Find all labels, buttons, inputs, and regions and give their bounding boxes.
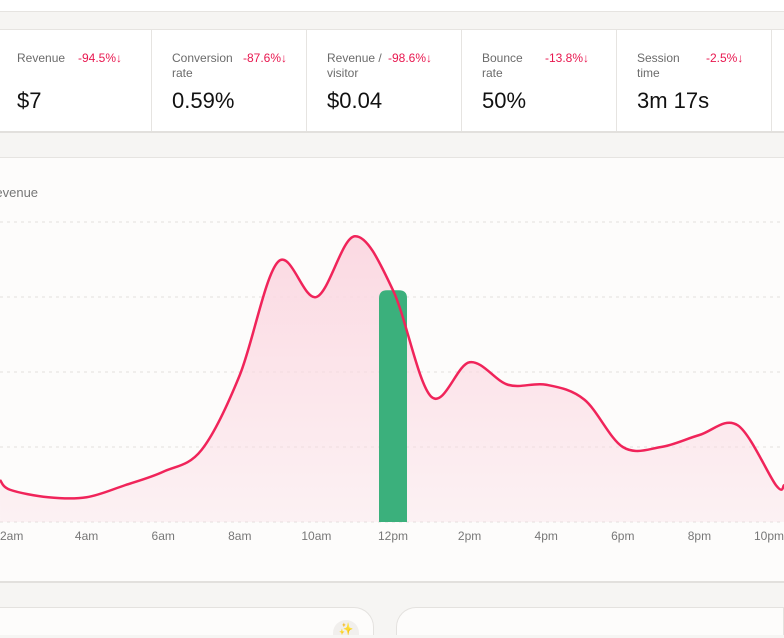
x-tick-label: 4am [75, 529, 98, 543]
metric-change: -13.8%↓ [545, 51, 590, 65]
metric-change: -2.5%↓ [706, 51, 744, 65]
metric-label: Session time [637, 51, 680, 80]
metric-card[interactable]: Session time -2.5%↓ 3m 17s [617, 30, 772, 131]
metric-value: $7 [17, 88, 42, 113]
x-tick-label: 2pm [458, 529, 481, 543]
top-bar [0, 0, 784, 12]
metric-change: -98.6%↓ [388, 51, 433, 65]
metric-label: Revenue [17, 51, 66, 65]
metric-value: $0.04 [327, 88, 383, 113]
metric-label: Bounce rate [482, 51, 523, 80]
metric-label: Revenue / visitor [327, 51, 382, 80]
x-tick-label: 6am [152, 529, 175, 543]
highlight-bar [379, 290, 407, 522]
metric-card[interactable]: Bounce rate -13.8%↓ 50% [462, 30, 617, 131]
chart-y-label: Revenue [0, 185, 39, 200]
metric-card[interactable]: Revenue / visitor -98.6%↓ $0.04 [307, 30, 462, 131]
metric-label: Conversion rate [172, 51, 233, 80]
metric-value: 3m 17s [637, 88, 710, 113]
metrics-row: Revenue -94.5%↓ $7 Conversion rate -87.6%… [0, 29, 784, 133]
x-tick-label: 6pm [611, 529, 634, 543]
bottom-card-right [396, 607, 784, 635]
x-tick-label: 12pm [378, 529, 408, 543]
revenue-chart[interactable]: 2am 4am 6am 8am 10am 12pm 2pm 4pm 6pm 8pm 10pm [0, 0, 784, 582]
x-tick-label: 2am [0, 529, 23, 543]
metric-value: 0.59% [172, 88, 235, 113]
metric-card[interactable]: Revenue -94.5%↓ $7 [0, 30, 152, 131]
x-tick-label: 10am [301, 529, 331, 543]
metric-card[interactable]: Conversion rate -87.6%↓ 0.59% [152, 30, 307, 131]
x-tick-label: 8am [228, 529, 251, 543]
metric-change: -87.6%↓ [243, 51, 288, 65]
x-tick-label: 10pm [754, 529, 784, 543]
x-tick-label: 4pm [535, 529, 558, 543]
x-tick-label: 8pm [688, 529, 711, 543]
bottom-card-left [0, 607, 374, 635]
sparkle-icon[interactable]: ✨ [333, 620, 359, 636]
metric-change: -94.5%↓ [78, 51, 123, 65]
metric-value: 50% [482, 88, 527, 113]
revenue-line [0, 235, 784, 500]
